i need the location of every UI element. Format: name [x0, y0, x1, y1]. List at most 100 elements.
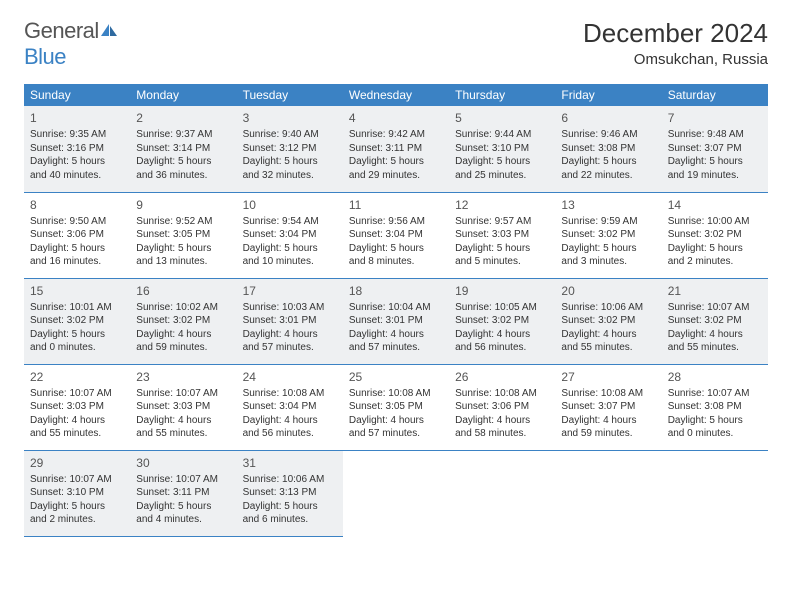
sunset-text: Sunset: 3:02 PM [30, 314, 124, 328]
sunset-text: Sunset: 3:14 PM [136, 142, 230, 156]
title-block: December 2024 Omsukchan, Russia [583, 18, 768, 68]
sunset-text: Sunset: 3:05 PM [349, 400, 443, 414]
calendar-cell: 2Sunrise: 9:37 AMSunset: 3:14 PMDaylight… [130, 106, 236, 192]
sunrise-text: Sunrise: 9:44 AM [455, 128, 549, 142]
weekday-header: Thursday [449, 84, 555, 106]
daylight-text: Daylight: 4 hours and 57 minutes. [349, 328, 443, 355]
calendar-cell [662, 450, 768, 536]
calendar-cell: 5Sunrise: 9:44 AMSunset: 3:10 PMDaylight… [449, 106, 555, 192]
day-number: 9 [136, 197, 230, 213]
day-number: 21 [668, 283, 762, 299]
sunrise-text: Sunrise: 9:35 AM [30, 128, 124, 142]
day-number: 8 [30, 197, 124, 213]
sunrise-text: Sunrise: 10:08 AM [561, 387, 655, 401]
calendar-cell: 15Sunrise: 10:01 AMSunset: 3:02 PMDaylig… [24, 278, 130, 364]
sunrise-text: Sunrise: 9:52 AM [136, 215, 230, 229]
daylight-text: Daylight: 5 hours and 36 minutes. [136, 155, 230, 182]
weekday-header: Wednesday [343, 84, 449, 106]
daylight-text: Daylight: 5 hours and 0 minutes. [30, 328, 124, 355]
daylight-text: Daylight: 5 hours and 32 minutes. [243, 155, 337, 182]
logo-part2: Blue [24, 44, 66, 69]
sunset-text: Sunset: 3:08 PM [668, 400, 762, 414]
sunset-text: Sunset: 3:13 PM [243, 486, 337, 500]
sunset-text: Sunset: 3:12 PM [243, 142, 337, 156]
logo-text: GeneralBlue [24, 18, 119, 70]
day-number: 17 [243, 283, 337, 299]
calendar-cell: 1Sunrise: 9:35 AMSunset: 3:16 PMDaylight… [24, 106, 130, 192]
logo-sail-icon [99, 22, 119, 38]
day-number: 10 [243, 197, 337, 213]
sunrise-text: Sunrise: 10:07 AM [668, 301, 762, 315]
sunrise-text: Sunrise: 9:37 AM [136, 128, 230, 142]
sunrise-text: Sunrise: 10:07 AM [136, 473, 230, 487]
calendar-cell: 4Sunrise: 9:42 AMSunset: 3:11 PMDaylight… [343, 106, 449, 192]
daylight-text: Daylight: 4 hours and 57 minutes. [349, 414, 443, 441]
calendar-cell: 27Sunrise: 10:08 AMSunset: 3:07 PMDaylig… [555, 364, 661, 450]
calendar-cell: 14Sunrise: 10:00 AMSunset: 3:02 PMDaylig… [662, 192, 768, 278]
daylight-text: Daylight: 5 hours and 40 minutes. [30, 155, 124, 182]
day-number: 29 [30, 455, 124, 471]
sunrise-text: Sunrise: 9:57 AM [455, 215, 549, 229]
sunrise-text: Sunrise: 10:07 AM [668, 387, 762, 401]
daylight-text: Daylight: 5 hours and 2 minutes. [668, 242, 762, 269]
weekday-header: Saturday [662, 84, 768, 106]
calendar-row: 29Sunrise: 10:07 AMSunset: 3:10 PMDaylig… [24, 450, 768, 536]
daylight-text: Daylight: 4 hours and 55 minutes. [561, 328, 655, 355]
calendar-cell: 29Sunrise: 10:07 AMSunset: 3:10 PMDaylig… [24, 450, 130, 536]
daylight-text: Daylight: 5 hours and 3 minutes. [561, 242, 655, 269]
daylight-text: Daylight: 5 hours and 25 minutes. [455, 155, 549, 182]
daylight-text: Daylight: 5 hours and 0 minutes. [668, 414, 762, 441]
calendar-cell: 28Sunrise: 10:07 AMSunset: 3:08 PMDaylig… [662, 364, 768, 450]
sunset-text: Sunset: 3:02 PM [136, 314, 230, 328]
daylight-text: Daylight: 5 hours and 22 minutes. [561, 155, 655, 182]
daylight-text: Daylight: 4 hours and 55 minutes. [136, 414, 230, 441]
daylight-text: Daylight: 5 hours and 5 minutes. [455, 242, 549, 269]
sunrise-text: Sunrise: 10:00 AM [668, 215, 762, 229]
day-number: 4 [349, 110, 443, 126]
calendar-cell: 17Sunrise: 10:03 AMSunset: 3:01 PMDaylig… [237, 278, 343, 364]
daylight-text: Daylight: 4 hours and 59 minutes. [561, 414, 655, 441]
calendar-cell [449, 450, 555, 536]
day-number: 3 [243, 110, 337, 126]
sunset-text: Sunset: 3:03 PM [136, 400, 230, 414]
sunrise-text: Sunrise: 9:40 AM [243, 128, 337, 142]
daylight-text: Daylight: 4 hours and 58 minutes. [455, 414, 549, 441]
day-number: 26 [455, 369, 549, 385]
calendar-cell: 18Sunrise: 10:04 AMSunset: 3:01 PMDaylig… [343, 278, 449, 364]
sunrise-text: Sunrise: 10:06 AM [561, 301, 655, 315]
sunset-text: Sunset: 3:04 PM [243, 228, 337, 242]
sunset-text: Sunset: 3:02 PM [668, 314, 762, 328]
sunrise-text: Sunrise: 10:05 AM [455, 301, 549, 315]
sunset-text: Sunset: 3:02 PM [561, 314, 655, 328]
calendar-cell: 31Sunrise: 10:06 AMSunset: 3:13 PMDaylig… [237, 450, 343, 536]
weekday-header: Friday [555, 84, 661, 106]
calendar-cell: 12Sunrise: 9:57 AMSunset: 3:03 PMDayligh… [449, 192, 555, 278]
sunset-text: Sunset: 3:02 PM [561, 228, 655, 242]
sunset-text: Sunset: 3:16 PM [30, 142, 124, 156]
day-number: 7 [668, 110, 762, 126]
calendar-row: 1Sunrise: 9:35 AMSunset: 3:16 PMDaylight… [24, 106, 768, 192]
calendar-cell [555, 450, 661, 536]
calendar-row: 8Sunrise: 9:50 AMSunset: 3:06 PMDaylight… [24, 192, 768, 278]
weekday-header: Sunday [24, 84, 130, 106]
sunrise-text: Sunrise: 10:08 AM [243, 387, 337, 401]
sunset-text: Sunset: 3:05 PM [136, 228, 230, 242]
sunset-text: Sunset: 3:06 PM [455, 400, 549, 414]
sunrise-text: Sunrise: 10:07 AM [30, 473, 124, 487]
day-number: 15 [30, 283, 124, 299]
calendar-row: 22Sunrise: 10:07 AMSunset: 3:03 PMDaylig… [24, 364, 768, 450]
calendar-cell: 3 Sunrise: 9:40 AMSunset: 3:12 PMDaylight… [237, 106, 343, 192]
day-number: 20 [561, 283, 655, 299]
daylight-text: Daylight: 5 hours and 6 minutes. [243, 500, 337, 527]
calendar-cell: 30Sunrise: 10:07 AMSunset: 3:11 PMDaylig… [130, 450, 236, 536]
daylight-text: Daylight: 4 hours and 56 minutes. [455, 328, 549, 355]
calendar-cell: 22Sunrise: 10:07 AMSunset: 3:03 PMDaylig… [24, 364, 130, 450]
day-number: 30 [136, 455, 230, 471]
sunset-text: Sunset: 3:11 PM [349, 142, 443, 156]
sunset-text: Sunset: 3:02 PM [455, 314, 549, 328]
daylight-text: Daylight: 5 hours and 16 minutes. [30, 242, 124, 269]
weekday-row: SundayMondayTuesdayWednesdayThursdayFrid… [24, 84, 768, 106]
daylight-text: Daylight: 5 hours and 2 minutes. [30, 500, 124, 527]
day-number: 27 [561, 369, 655, 385]
day-number: 6 [561, 110, 655, 126]
